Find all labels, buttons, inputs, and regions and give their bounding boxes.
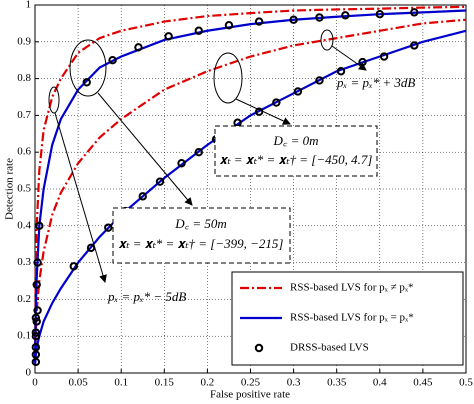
y-tick-label: 0.5 [17, 183, 31, 195]
marker [293, 87, 303, 96]
marker [336, 67, 346, 76]
ellipse [320, 29, 334, 51]
x-tick-label: 0.2 [201, 377, 215, 389]
y-tick-label: 0.9 [17, 35, 31, 47]
marker [379, 52, 389, 61]
annotation-box [112, 207, 291, 264]
y-tick-label: 0 [26, 367, 32, 379]
marker [31, 328, 41, 337]
marker [31, 343, 41, 352]
x-axis-label: False positive rate [210, 389, 290, 401]
marker [134, 43, 143, 52]
y-tick-label: 0.8 [17, 72, 31, 84]
marker [272, 98, 281, 107]
marker [86, 243, 96, 253]
ellipse [69, 39, 107, 97]
marker [194, 26, 203, 35]
marker [254, 17, 264, 26]
x-tick-label: 0.4 [373, 377, 387, 389]
marker [194, 148, 203, 157]
plot-area [31, 4, 467, 374]
marker [341, 11, 350, 20]
marker [31, 332, 41, 341]
marker [32, 280, 41, 289]
y-tick-label: 0.3 [17, 256, 31, 268]
marker [31, 313, 41, 322]
x-tick-label: 0.45 [413, 377, 433, 389]
x-tick-label: 0.5 [459, 377, 473, 389]
marker [410, 41, 419, 50]
arrow [97, 92, 193, 206]
y-axis-label: Detection rate [4, 158, 16, 220]
x-tick-label: 0.15 [155, 377, 175, 389]
x-tick-label: 0.35 [327, 377, 347, 389]
ellipse [213, 52, 243, 104]
legend-label: RSS-based LVS for pₓ = pₓ* [290, 312, 414, 324]
marker [69, 262, 78, 271]
y-tick-label: 0.4 [17, 219, 31, 231]
x-tick-label: 0.3 [287, 377, 301, 389]
ellipse [48, 86, 60, 114]
legend: RSS-based LVS for pₓ ≠ pₓ* RSS-based LVS … [231, 271, 464, 366]
marker [108, 56, 117, 65]
marker [315, 13, 324, 22]
y-tick-label: 0.6 [17, 146, 31, 158]
legend-marker [254, 343, 264, 353]
marker [177, 159, 186, 168]
x-tick-label: 0.1 [114, 377, 128, 389]
marker [410, 8, 419, 17]
legend-label: RSS-based LVS for pₓ ≠ pₓ* [290, 282, 414, 294]
marker [138, 192, 147, 201]
marker [375, 10, 384, 19]
y-tick-label: 0.2 [17, 293, 31, 305]
annotation: 𝐱ₜ = 𝐱ₜ* = 𝐱ₜ† = [−399, −215] [119, 236, 284, 251]
annotation: D꜀ = 0m [272, 133, 318, 148]
axes-box [34, 4, 467, 374]
arrow [54, 112, 107, 283]
arrow [331, 45, 367, 71]
marker [289, 15, 298, 24]
marker [32, 317, 41, 326]
x-tick-label: 0.25 [241, 377, 261, 389]
marker [33, 258, 42, 267]
y-tick-label: 0.7 [17, 109, 31, 121]
marker [155, 177, 165, 186]
annotation: pₓ = pₓ* + 3dB [336, 75, 415, 90]
marker [33, 306, 42, 315]
x-tick-label: 0 [32, 377, 38, 389]
marker [233, 118, 242, 127]
annotation: 𝐱ₜ = 𝐱ₜ* = 𝐱ₜ† = [−450, 4.7] [220, 152, 373, 167]
marker [82, 78, 91, 87]
marker [164, 32, 173, 41]
marker [224, 21, 234, 30]
annotation: D꜀ = 50m [174, 216, 227, 231]
annotation-box [214, 125, 378, 177]
annotation: pₓ = pₓ* − 5dB [107, 289, 186, 304]
annotations [48, 29, 378, 283]
x-tick-label: 0.05 [68, 377, 88, 389]
y-tick-label: 0.1 [17, 330, 31, 342]
legend-label: DRSS-based LVS [290, 342, 369, 354]
arrow [235, 98, 291, 125]
y-tick-label: 1 [26, 0, 32, 11]
marker [315, 76, 324, 85]
marker [31, 357, 41, 367]
line [33, 5, 467, 362]
marker [104, 223, 113, 232]
marker [35, 221, 44, 231]
